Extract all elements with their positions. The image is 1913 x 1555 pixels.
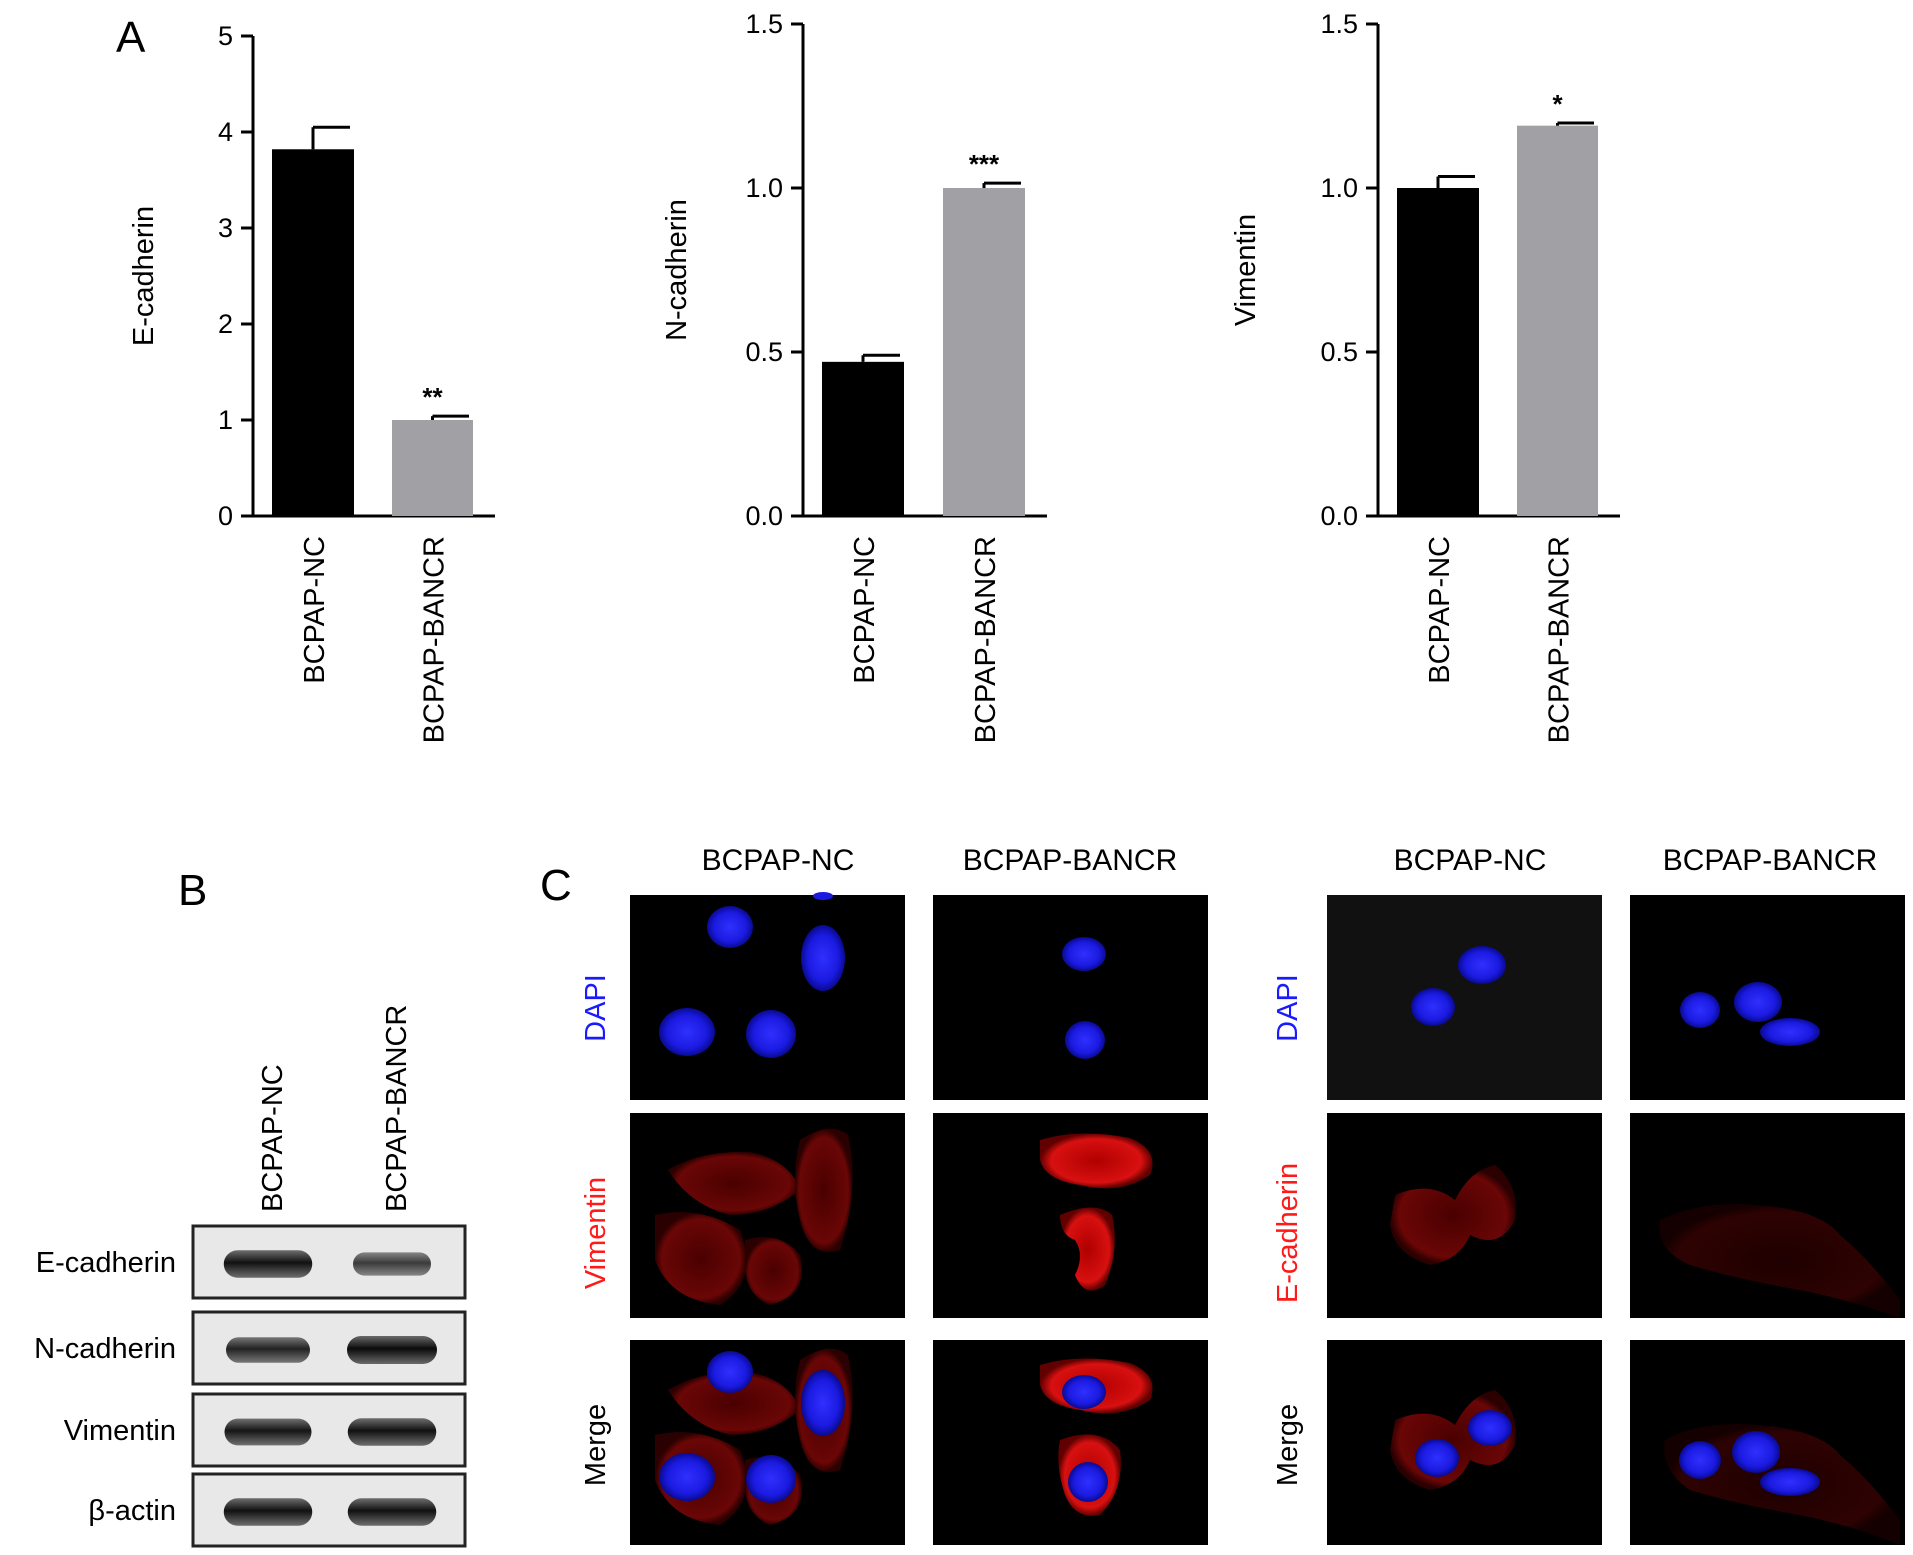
panel-label-a: A [116, 13, 146, 62]
y-tick-label: 4 [218, 117, 233, 147]
if-right-row-dapi: DAPI [1272, 974, 1304, 1042]
if-left-col-nc: BCPAP-NC [702, 844, 855, 877]
category-label: BCPAP-NC [849, 536, 881, 684]
bar-chart-e-cadherin: 0 1 2 3 4 5 E-cadherin BCPAP-NC ** BCPAP-BANCR [128, 21, 495, 743]
y-axis-label: Vimentin [1230, 214, 1262, 326]
wb-lane-label-bancr: BCPAP-BANCR [381, 1005, 413, 1212]
band-label: β-actin [88, 1495, 176, 1527]
if-image-right-nc-dapi [1327, 895, 1602, 1100]
if-image-left-nc-vimentin [630, 1113, 905, 1318]
category-label: BCPAP-BANCR [1544, 536, 1576, 743]
y-tick-label: 0.5 [1320, 337, 1358, 367]
band-label: N-cadherin [34, 1333, 176, 1365]
bar-bancr [943, 188, 1025, 516]
if-image-left-nc-dapi [630, 892, 905, 1100]
y-tick-label: 0 [218, 501, 233, 531]
y-tick-label: 1.0 [745, 173, 783, 203]
y-tick-label: 0.0 [745, 501, 783, 531]
bar-chart-n-cadherin: 0.0 0.5 1.0 1.5 N-cadherin BCPAP-NC *** BCPAP-B… [661, 9, 1047, 743]
bar-bancr [392, 420, 473, 516]
if-left-col-bancr: BCPAP-BANCR [963, 844, 1177, 877]
y-tick-label: 0.5 [745, 337, 783, 367]
blot-band [353, 1252, 431, 1276]
blot-band [347, 1418, 437, 1446]
y-tick-label: 1.5 [1320, 9, 1358, 39]
blot-band [223, 1498, 313, 1526]
if-image-right-bancr-e-cadherin [1630, 1113, 1905, 1318]
if-right-col-nc: BCPAP-NC [1394, 844, 1547, 877]
if-left-row-merge: Merge [580, 1404, 612, 1486]
category-label: BCPAP-BANCR [419, 536, 451, 743]
if-image-left-bancr-merge [933, 1340, 1208, 1545]
bar-nc [272, 149, 354, 516]
y-axis-label: E-cadherin [128, 206, 160, 346]
if-right-row-merge: Merge [1272, 1404, 1304, 1486]
blot-band [226, 1337, 310, 1363]
y-tick-label: 5 [218, 21, 233, 51]
y-tick-label: 1.0 [1320, 173, 1358, 203]
blot-band [347, 1498, 437, 1526]
bar-nc [1397, 188, 1479, 516]
if-image-right-nc-merge [1327, 1340, 1602, 1545]
bar-bancr [1517, 125, 1598, 517]
y-tick-label: 1.5 [745, 9, 783, 39]
if-left-row-dapi: DAPI [580, 974, 612, 1042]
category-label: BCPAP-NC [299, 536, 331, 684]
y-tick-label: 3 [218, 213, 233, 243]
category-label: BCPAP-BANCR [970, 536, 1002, 743]
western-blot: E-cadherin N-cadherin Vimentin β-actin [34, 1224, 467, 1548]
if-image-left-bancr-vimentin [933, 1113, 1208, 1318]
if-image-right-nc-e-cadherin [1327, 1113, 1602, 1318]
category-label: BCPAP-NC [1424, 536, 1456, 684]
significance-label: * [1552, 89, 1563, 119]
blot-band [223, 1250, 313, 1278]
if-right-row-e-cadherin: E-cadherin [1272, 1163, 1304, 1303]
blot-band [224, 1418, 312, 1446]
bar-nc [822, 361, 904, 516]
y-axis-label: N-cadherin [661, 199, 693, 341]
if-image-right-bancr-merge [1630, 1340, 1905, 1545]
band-label: E-cadherin [36, 1247, 176, 1279]
significance-label: *** [969, 149, 1000, 179]
if-left-row-vimentin: Vimentin [580, 1177, 612, 1289]
y-tick-label: 1 [218, 405, 233, 435]
if-image-left-nc-merge [630, 1340, 905, 1545]
if-right-col-bancr: BCPAP-BANCR [1663, 844, 1877, 877]
if-image-left-bancr-dapi [933, 895, 1208, 1100]
y-tick-label: 2 [218, 309, 233, 339]
bar-chart-vimentin: 0.0 0.5 1.0 1.5 Vimentin BCPAP-NC * BCPAP-BANCR [1230, 9, 1620, 743]
significance-label: ** [422, 382, 443, 412]
band-label: Vimentin [64, 1415, 176, 1447]
wb-lane-label-nc: BCPAP-NC [257, 1064, 289, 1212]
panel-label-b: B [178, 866, 207, 915]
y-tick-label: 0.0 [1320, 501, 1358, 531]
panel-label-c: C [540, 861, 572, 910]
if-image-right-bancr-dapi [1630, 895, 1905, 1100]
blot-band [347, 1336, 437, 1364]
